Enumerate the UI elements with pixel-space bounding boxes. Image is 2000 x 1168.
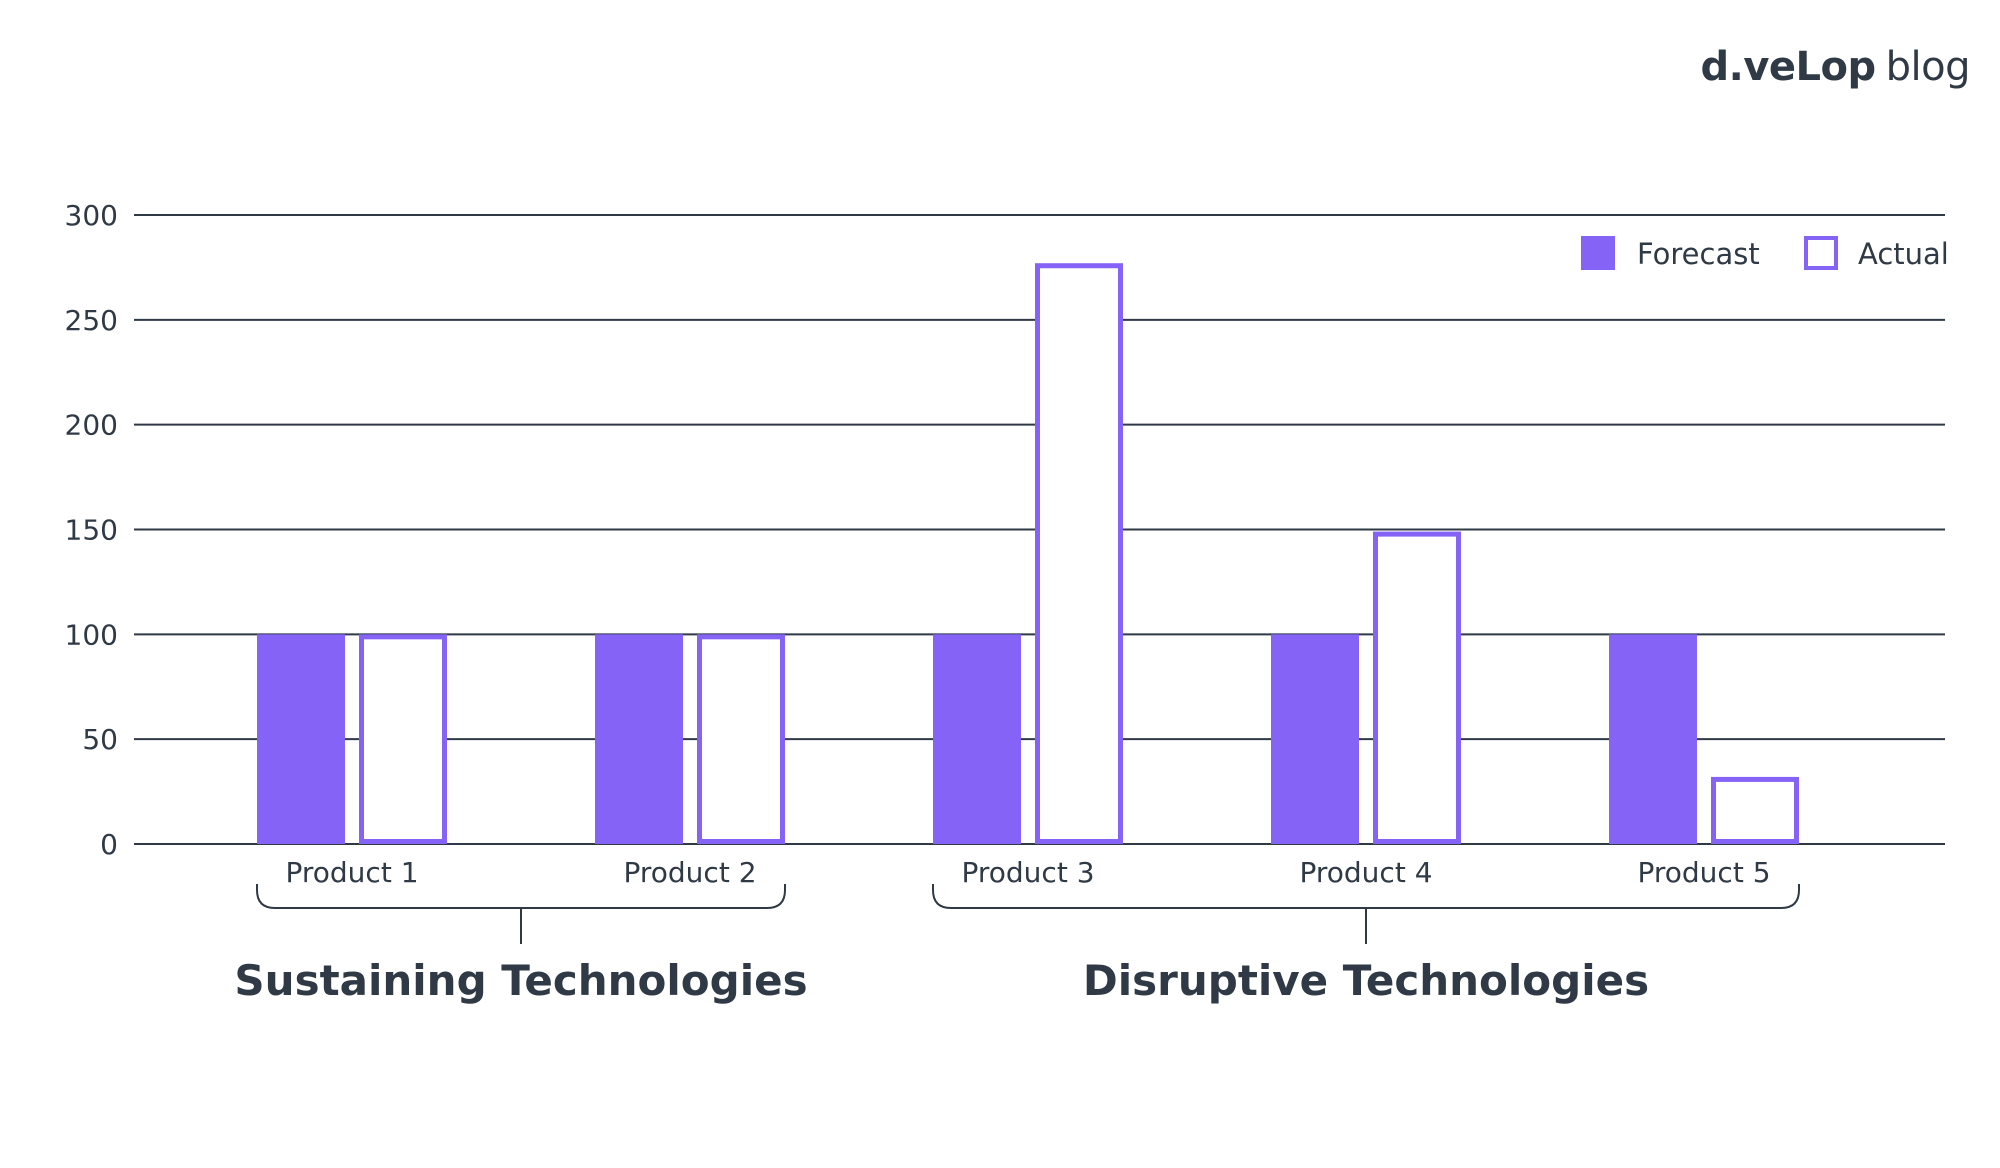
actual-bar [1373, 531, 1461, 844]
x-category-label: Product 1 [285, 856, 418, 889]
actual-bar [697, 634, 785, 844]
y-tick-label: 200 [65, 409, 118, 442]
y-tick-label: 0 [100, 828, 118, 861]
y-axis: 0 50 100 150 200 250 300 [65, 199, 118, 861]
legend-swatch-actual [1804, 236, 1838, 270]
y-tick-label: 300 [65, 199, 118, 232]
brand-name: d.veLop [1700, 44, 1876, 90]
forecast-bar [1609, 634, 1697, 844]
x-category-label: Product 2 [623, 856, 756, 889]
legend-label-forecast: Forecast [1637, 237, 1760, 271]
category-groups: Sustaining Technologies Disruptive Techno… [234, 884, 1800, 1005]
y-tick-label: 50 [82, 723, 118, 756]
forecast-bar [595, 634, 683, 844]
forecast-bar [933, 634, 1021, 844]
actual-bar [359, 634, 447, 844]
group-label: Disruptive Technologies [1083, 956, 1649, 1005]
y-tick-label: 150 [65, 514, 118, 547]
bars [257, 263, 1799, 845]
y-tick-label: 250 [65, 304, 118, 337]
x-category-label: Product 3 [961, 856, 1094, 889]
legend: Forecast Actual [1581, 236, 1949, 271]
x-category-label: Product 5 [1637, 856, 1770, 889]
x-category-label: Product 4 [1299, 856, 1432, 889]
x-axis: Product 1 Product 2 Product 3 Product 4 Prod… [285, 856, 1770, 889]
brand-suffix: blog [1885, 44, 1971, 90]
forecast-bar [1271, 634, 1359, 844]
forecast-bar [257, 634, 345, 844]
group-label: Sustaining Technologies [234, 956, 807, 1005]
actual-bar [1035, 263, 1123, 844]
y-tick-label: 100 [65, 618, 118, 651]
legend-swatch-forecast [1581, 236, 1615, 270]
legend-label-actual: Actual [1858, 237, 1949, 271]
actual-bar [1711, 776, 1799, 845]
brand-logo: d.veLop blog [1700, 44, 1970, 90]
